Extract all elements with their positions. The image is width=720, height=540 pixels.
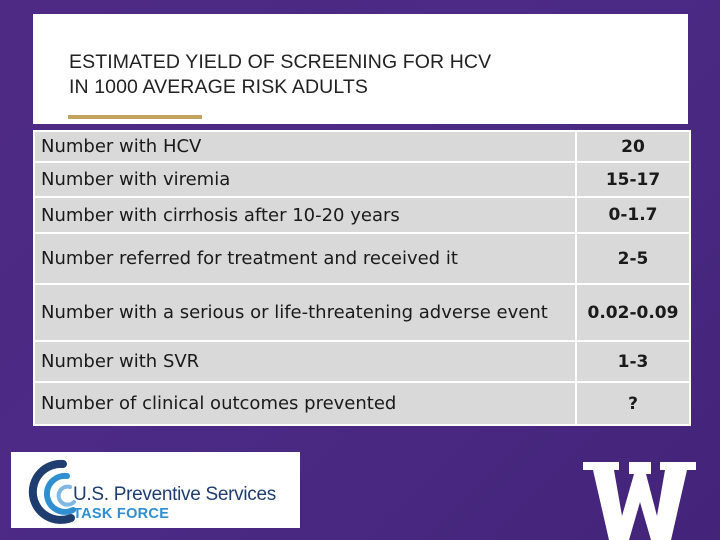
table-row: Number with a serious or life-threatenin…	[33, 283, 691, 342]
row-label: Number with HCV	[33, 130, 577, 163]
slide-title-line-2: IN 1000 AVERAGE RISK ADULTS	[69, 76, 368, 98]
row-value: 0.02-0.09	[575, 283, 691, 342]
uspstf-task-force: TASK FORCE	[73, 506, 170, 522]
slide-title: ESTIMATED YIELD OF SCREENING FOR HCV IN …	[69, 50, 491, 100]
row-value: 2-5	[575, 232, 691, 285]
row-value: 20	[575, 130, 691, 163]
row-value: 1-3	[575, 340, 691, 383]
table-row: Number referred for treatment and receiv…	[33, 232, 691, 285]
row-label: Number with cirrhosis after 10-20 years	[33, 196, 577, 234]
table-row: Number of clinical outcomes prevented ?	[33, 381, 691, 426]
row-label: Number with viremia	[33, 161, 577, 198]
title-accent-bar	[68, 115, 202, 119]
uspstf-logo: U.S. Preventive Services TASK FORCE	[11, 452, 300, 528]
yield-table: Number with HCV 20 Number with viremia 1…	[33, 130, 691, 426]
row-label: Number with a serious or life-threatenin…	[33, 283, 577, 342]
row-label: Number referred for treatment and receiv…	[33, 232, 577, 285]
row-value: ?	[575, 381, 691, 426]
row-value: 0-1.7	[575, 196, 691, 234]
row-label: Number with SVR	[33, 340, 577, 383]
table-row: Number with HCV 20	[33, 130, 691, 163]
table-row: Number with cirrhosis after 10-20 years …	[33, 196, 691, 234]
title-card: ESTIMATED YIELD OF SCREENING FOR HCV IN …	[33, 14, 688, 124]
uspstf-name: U.S. Preventive Services	[73, 484, 276, 505]
uw-w-logo-icon	[583, 462, 696, 540]
row-value: 15-17	[575, 161, 691, 198]
table-row: Number with SVR 1-3	[33, 340, 691, 383]
table-row: Number with viremia 15-17	[33, 161, 691, 198]
row-label: Number of clinical outcomes prevented	[33, 381, 577, 426]
uspstf-swoosh-icon	[28, 459, 76, 524]
slide-title-line-1: ESTIMATED YIELD OF SCREENING FOR HCV	[69, 51, 492, 73]
